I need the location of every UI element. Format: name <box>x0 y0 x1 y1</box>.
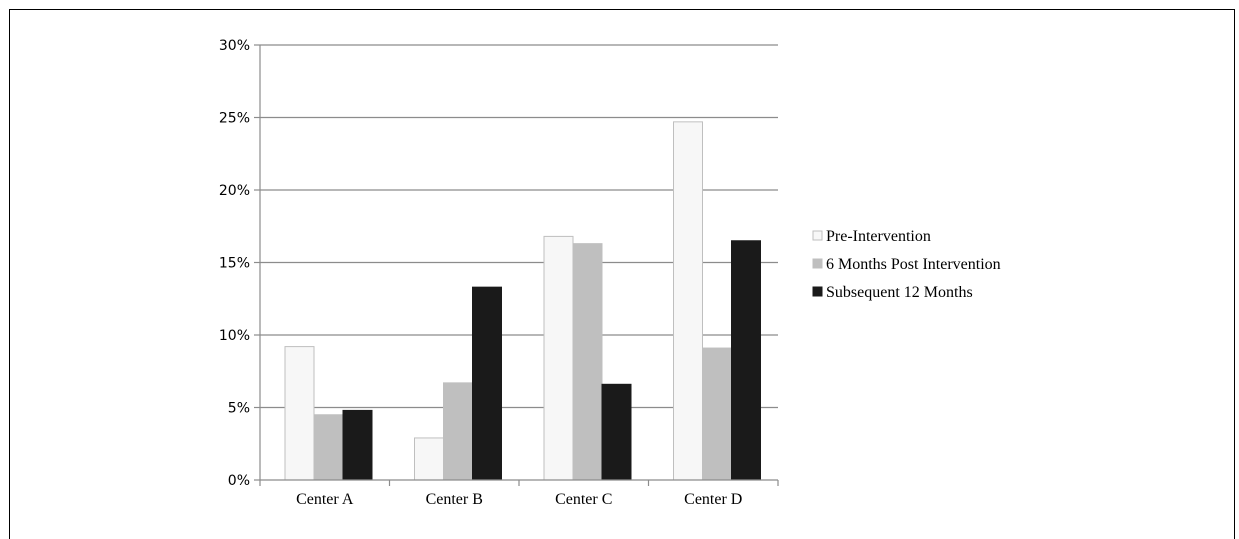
legend-item: 6 Months Post Intervention <box>812 256 1001 273</box>
legend: Pre-Intervention 6 Months Post Interventi… <box>812 228 1001 301</box>
legend-item: Subsequent 12 Months <box>812 284 973 301</box>
y-tick-label: 5% <box>228 401 250 417</box>
bar-1-center-d <box>673 121 703 481</box>
figure-frame <box>9 9 1235 539</box>
y-tick-label: 15% <box>219 256 250 272</box>
bar-3-center-a <box>342 409 373 481</box>
legend-swatch <box>812 258 823 269</box>
legend-swatch <box>812 286 823 297</box>
x-category-labels: Center A Center B Center C Center D <box>296 491 742 508</box>
y-tick-label: 30% <box>219 38 250 54</box>
bar-1-center-b <box>414 437 444 481</box>
y-tick-label: 20% <box>219 183 250 199</box>
bar-3-center-d <box>731 240 761 481</box>
x-category-label: Center C <box>555 491 612 508</box>
bar-2-center-c <box>572 243 603 481</box>
gridlines <box>260 44 778 409</box>
legend-label: Pre-Intervention <box>826 228 931 245</box>
axes <box>254 44 779 486</box>
legend-label: Subsequent 12 Months <box>826 284 973 301</box>
bar-3-center-b <box>472 286 502 481</box>
y-tick-label: 0% <box>228 473 250 489</box>
bar-1-center-a <box>284 346 315 481</box>
y-tick-label: 25% <box>219 111 250 127</box>
legend-swatch <box>812 230 823 241</box>
bars <box>284 121 761 481</box>
bar-1-center-c <box>543 235 574 481</box>
bar-2-center-d <box>702 347 732 481</box>
y-tick-labels: 0% 5% 10% 15% 20% 25% 30% <box>219 38 250 489</box>
x-category-label: Center D <box>684 491 742 508</box>
bar-2-center-a <box>313 414 344 481</box>
bar-3-center-c <box>601 383 632 481</box>
legend-item: Pre-Intervention <box>812 228 931 245</box>
x-category-label: Center B <box>426 491 483 508</box>
y-tick-label: 10% <box>219 328 250 344</box>
bar-2-center-b <box>443 382 473 481</box>
legend-label: 6 Months Post Intervention <box>826 256 1001 273</box>
x-category-label: Center A <box>296 491 354 508</box>
